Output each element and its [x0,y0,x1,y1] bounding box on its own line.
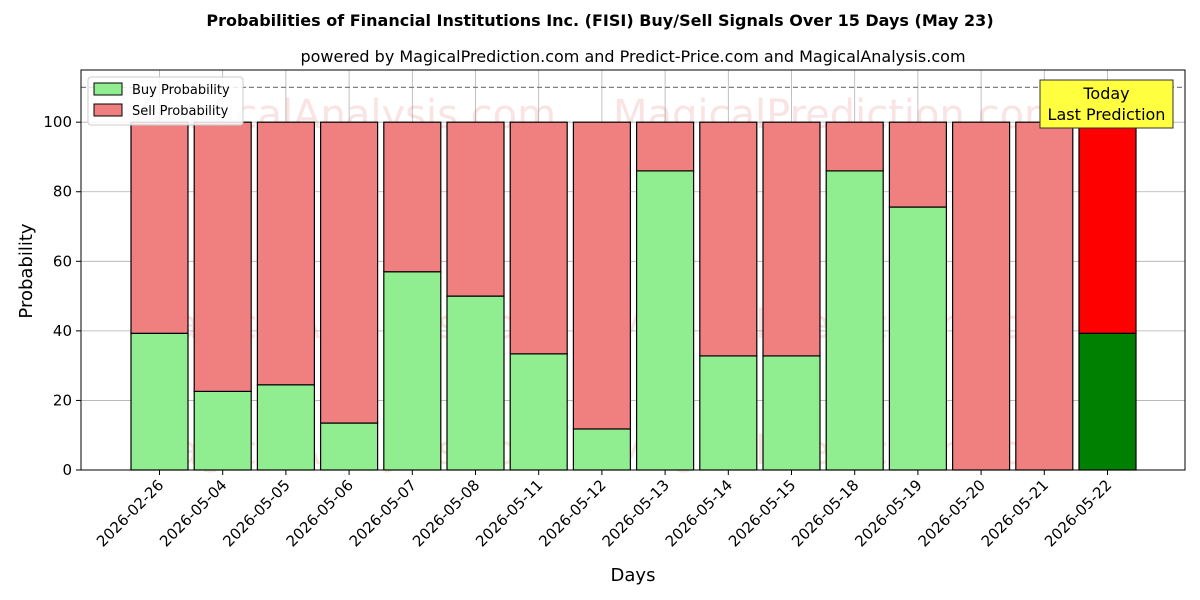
y-axis-label: Probability [16,223,37,318]
chart-subtitle: powered by MagicalPrediction.com and Pre… [300,47,965,66]
buy-bar [320,422,379,471]
buy-bar [193,390,252,471]
legend: Buy Probability Sell Probability [87,76,244,126]
y-tick-label: 20 [53,391,72,409]
sell-bar [762,121,821,357]
sell-bar [446,121,505,297]
x-tick-label: 2026-05-05 [219,476,293,550]
x-tick-label: 2026-05-04 [156,476,230,550]
buy-bar [572,428,632,471]
buy-bar [130,332,189,471]
x-tick-label: 2026-05-14 [662,476,736,550]
buy-bar [446,295,505,471]
buy-bar [888,206,948,471]
sell-bar [256,121,315,386]
legend-swatch [93,82,123,96]
sell-bar [635,121,695,172]
x-tick-label: 2026-05-11 [472,476,546,550]
x-axis-label: Days [611,565,656,586]
buy-bar [509,353,568,471]
buy-bar [699,355,758,471]
sell-bar [193,121,252,392]
x-tick-label: 2026-05-20 [915,476,989,550]
sell-bar [572,121,632,430]
y-tick-label: 60 [53,252,72,270]
x-tick-label: 2026-05-07 [346,476,420,550]
legend-label: Buy Probability [132,83,230,98]
x-tick-label: 2026-02-26 [93,476,167,550]
x-tick-label: 2026-05-15 [725,476,799,550]
x-tick-label: 2026-05-21 [978,476,1052,550]
sell-bar [320,121,379,424]
buy-bar [256,384,315,471]
x-tick-label: 2026-05-13 [599,476,673,550]
buy-bar [1078,332,1137,471]
sell-bar [1078,121,1137,334]
x-tick-label: 2026-05-19 [851,476,925,550]
annotation-text: Last Prediction [1048,105,1166,124]
x-tick-label: 2026-05-08 [409,476,483,550]
sell-bar [825,121,884,172]
x-tick-label: 2026-05-12 [535,476,609,550]
sell-bar [1015,121,1074,471]
annotation-text: Today [1082,84,1129,103]
sell-bar [383,121,442,273]
legend-box [87,76,244,126]
x-tick-label: 2026-05-06 [283,476,357,550]
buy-bar [825,170,884,471]
legend-label: Sell Probability [132,104,229,119]
y-tick-label: 0 [62,461,72,479]
today-annotation: Today Last Prediction [1039,79,1174,129]
sell-bar [699,121,758,357]
chart-title: Probabilities of Financial Institutions … [206,11,993,30]
sell-bar [509,121,568,355]
buy-bar [383,271,442,471]
y-tick-label: 80 [53,183,72,201]
sell-bar [130,121,189,334]
legend-swatch [93,103,123,117]
sell-bar [951,121,1011,471]
sell-bar [888,121,948,208]
y-tick-label: 100 [43,113,72,131]
y-tick-label: 40 [53,322,72,340]
x-tick-label: 2026-05-18 [788,476,862,550]
bars [81,86,1185,471]
plot-frame [80,69,1186,471]
buy-bar [635,170,695,471]
annotation-box [1039,79,1174,129]
x-tick-label: 2026-05-22 [1041,476,1115,550]
buy-bar [762,355,821,471]
